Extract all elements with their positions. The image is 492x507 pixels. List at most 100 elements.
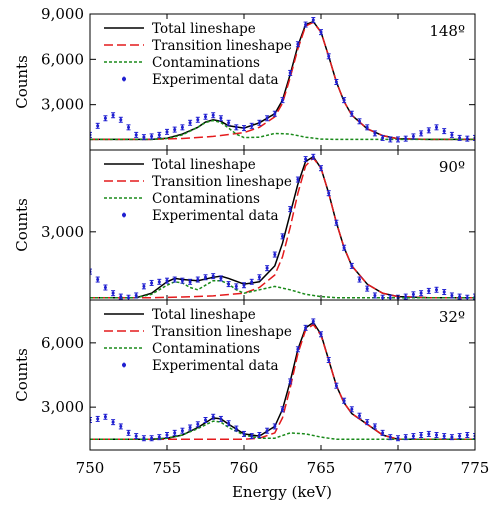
data-point bbox=[180, 429, 184, 433]
panels-layer: 3,000 6,000 9,000 Counts 148º Total lineshape… bbox=[13, 5, 489, 477]
y-tick-label: 9,000 bbox=[41, 5, 84, 23]
data-point bbox=[196, 422, 200, 426]
data-point bbox=[204, 275, 207, 279]
y-tick-label: 3,000 bbox=[41, 223, 84, 241]
data-point bbox=[419, 291, 423, 295]
data-point bbox=[411, 134, 415, 138]
data-point bbox=[127, 296, 130, 300]
data-point bbox=[281, 98, 284, 102]
data-point bbox=[150, 281, 154, 285]
data-point bbox=[442, 434, 446, 438]
data-point bbox=[358, 278, 361, 282]
data-point bbox=[157, 435, 161, 439]
data-point bbox=[265, 429, 269, 433]
x-tick-label: 755 bbox=[153, 459, 182, 477]
data-point bbox=[157, 133, 161, 137]
data-point bbox=[273, 253, 277, 257]
panel-angle-label: 90º bbox=[439, 158, 465, 176]
data-point bbox=[234, 427, 238, 431]
data-point bbox=[142, 284, 146, 288]
data-point bbox=[365, 420, 369, 424]
series-line-contaminations bbox=[90, 119, 475, 141]
data-point bbox=[450, 133, 454, 137]
data-point bbox=[404, 137, 408, 141]
legend-entry-label: Contaminations bbox=[152, 341, 260, 357]
data-point bbox=[404, 295, 408, 299]
y-tick-label: 6,000 bbox=[41, 50, 84, 68]
data-point bbox=[204, 115, 207, 119]
data-point bbox=[327, 54, 331, 58]
data-point bbox=[350, 407, 354, 411]
data-point bbox=[111, 420, 115, 424]
data-point bbox=[358, 414, 361, 418]
data-point bbox=[219, 417, 223, 421]
data-point bbox=[257, 433, 261, 437]
data-point bbox=[419, 433, 423, 437]
data-point bbox=[350, 112, 354, 116]
data-point bbox=[373, 131, 377, 135]
panel-frame bbox=[89, 149, 476, 301]
data-point bbox=[350, 264, 354, 268]
data-point bbox=[458, 136, 462, 140]
data-point bbox=[234, 284, 238, 288]
data-point bbox=[180, 279, 184, 283]
legend-entry-label: Total lineshape bbox=[152, 21, 256, 37]
data-point bbox=[381, 431, 385, 435]
data-point bbox=[134, 434, 138, 438]
data-point bbox=[227, 421, 231, 425]
y-tick-label: 3,000 bbox=[41, 398, 84, 416]
legend-entry-label: Experimental data bbox=[152, 72, 279, 88]
data-point bbox=[219, 116, 223, 120]
x-tick-label: 765 bbox=[307, 459, 336, 477]
data-point bbox=[296, 347, 300, 351]
y-axis-title: Counts bbox=[13, 198, 31, 252]
data-point bbox=[358, 119, 361, 123]
data-point bbox=[103, 116, 107, 120]
data-point bbox=[165, 279, 169, 283]
data-point bbox=[242, 432, 246, 436]
data-point bbox=[311, 18, 315, 22]
data-point bbox=[365, 125, 369, 129]
data-point bbox=[465, 433, 469, 437]
y-axis-title: Counts bbox=[13, 348, 31, 402]
data-point bbox=[273, 112, 277, 116]
data-point bbox=[196, 278, 200, 282]
data-point bbox=[435, 125, 438, 129]
data-point bbox=[311, 155, 315, 159]
data-point bbox=[150, 134, 154, 138]
series-line-contaminations bbox=[90, 420, 475, 441]
data-point bbox=[242, 283, 246, 287]
data-point bbox=[311, 319, 315, 323]
data-point bbox=[211, 274, 215, 278]
data-point bbox=[227, 282, 231, 286]
data-point bbox=[173, 431, 177, 435]
data-point bbox=[250, 124, 254, 128]
data-point bbox=[142, 436, 146, 440]
data-point bbox=[204, 418, 207, 422]
y-tick-label: 3,000 bbox=[41, 96, 84, 114]
data-point bbox=[134, 293, 138, 297]
data-point bbox=[342, 399, 346, 403]
data-point bbox=[458, 434, 462, 438]
data-point bbox=[442, 129, 446, 133]
panel-frame bbox=[89, 13, 476, 151]
data-point bbox=[435, 433, 438, 437]
series-line-transition-lineshape bbox=[90, 156, 475, 299]
data-point bbox=[304, 326, 308, 330]
legend-entry-label: Transition lineshape bbox=[152, 324, 292, 340]
data-point bbox=[188, 121, 192, 125]
data-point bbox=[450, 435, 454, 439]
data-point bbox=[327, 191, 331, 195]
data-point bbox=[427, 128, 431, 132]
data-point bbox=[381, 136, 385, 140]
data-point bbox=[334, 80, 338, 84]
data-point bbox=[211, 113, 215, 117]
data-point bbox=[442, 290, 446, 294]
panel-1: 3,000 6,000 9,000 Counts 148º Total lineshape… bbox=[13, 5, 476, 151]
experimental-series bbox=[90, 318, 475, 442]
data-point bbox=[165, 130, 169, 134]
data-point bbox=[119, 118, 123, 122]
